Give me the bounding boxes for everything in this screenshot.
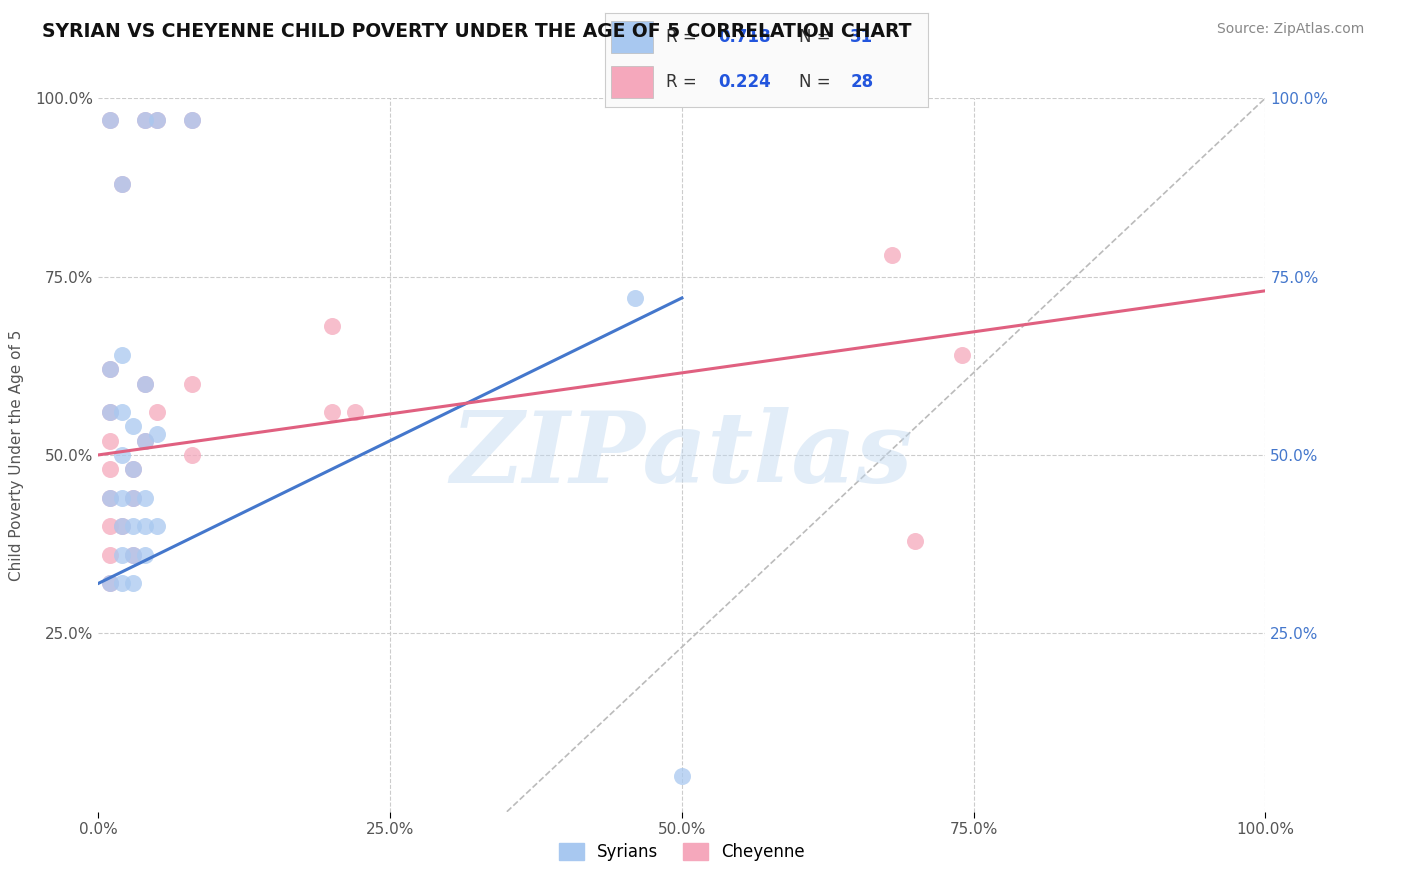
Y-axis label: Child Poverty Under the Age of 5: Child Poverty Under the Age of 5 [10,329,24,581]
Point [321,405,343,419]
Point [671,769,693,783]
Point [122,462,145,476]
Point [122,519,145,533]
Point [122,491,145,505]
Point [134,112,156,127]
Point [180,376,202,391]
Point [146,112,169,127]
Point [111,448,134,462]
Point [880,248,903,262]
Point [98,519,121,533]
Point [98,112,121,127]
Point [146,426,169,441]
Point [950,348,973,362]
Point [98,462,121,476]
Point [111,491,134,505]
Legend: Syrians, Cheyenne: Syrians, Cheyenne [553,836,811,868]
Point [134,112,156,127]
Text: Source: ZipAtlas.com: Source: ZipAtlas.com [1216,22,1364,37]
Point [111,348,134,362]
Point [98,405,121,419]
Point [98,362,121,376]
Point [134,376,156,391]
Bar [612,66,652,98]
Point [98,548,121,562]
Text: N =: N = [799,28,830,45]
Point [111,177,134,191]
Point [146,519,169,533]
Text: 28: 28 [851,73,873,91]
Point [98,576,121,591]
Point [98,362,121,376]
Point [111,576,134,591]
Point [134,434,156,448]
Point [122,419,145,434]
Point [134,434,156,448]
Text: R =: R = [666,28,697,45]
Point [122,548,145,562]
Point [134,548,156,562]
Text: 31: 31 [851,28,873,45]
Point [122,576,145,591]
Point [122,462,145,476]
Text: R =: R = [666,73,697,91]
Point [624,291,647,305]
Point [98,112,121,127]
Point [180,448,202,462]
Text: SYRIAN VS CHEYENNE CHILD POVERTY UNDER THE AGE OF 5 CORRELATION CHART: SYRIAN VS CHEYENNE CHILD POVERTY UNDER T… [42,22,911,41]
Point [98,491,121,505]
Point [134,519,156,533]
Point [111,548,134,562]
Point [98,405,121,419]
Point [111,177,134,191]
Point [180,112,202,127]
Point [321,319,343,334]
Point [122,491,145,505]
Text: N =: N = [799,73,830,91]
Point [146,112,169,127]
Point [111,519,134,533]
Point [180,112,202,127]
Text: ZIPatlas: ZIPatlas [451,407,912,503]
Point [98,491,121,505]
Point [111,519,134,533]
Point [904,533,927,548]
Point [134,491,156,505]
Point [344,405,367,419]
Text: 0.224: 0.224 [718,73,770,91]
Point [111,405,134,419]
Text: 0.718: 0.718 [718,28,770,45]
Bar [612,21,652,53]
Point [98,576,121,591]
Point [134,376,156,391]
Point [98,434,121,448]
Point [146,405,169,419]
Point [122,548,145,562]
